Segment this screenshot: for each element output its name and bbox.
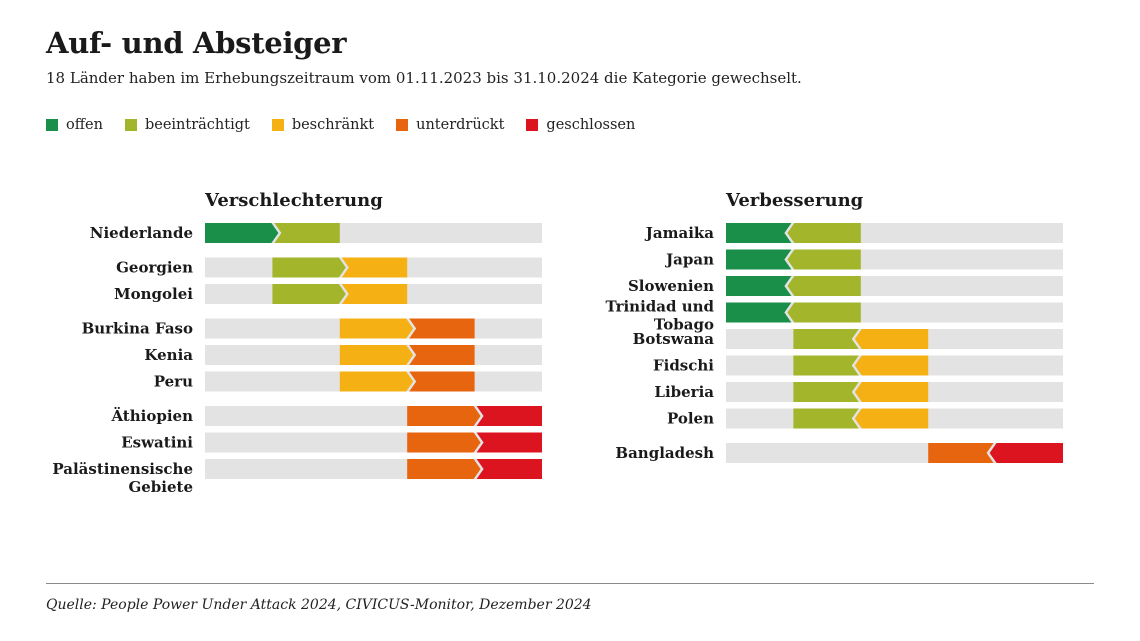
bar-segment-beeinträchtigt (787, 276, 861, 296)
legend: offen beeinträchtigt beschränkt unterdrü… (46, 117, 657, 133)
country-label-line: Palästinensische (52, 460, 193, 478)
page-title: Auf- und Absteiger (46, 26, 347, 60)
country-label-line: Botswana (633, 330, 715, 348)
country-label-line: Peru (154, 373, 193, 391)
bar-segment-beeinträchtigt (274, 223, 340, 243)
bar-segment-offen (205, 223, 279, 243)
country-label-line: Jamaika (644, 224, 714, 242)
country-label: Fidschi (653, 357, 714, 375)
panel-title: Verbesserung (725, 190, 864, 211)
bar-segment-beeinträchtigt (793, 329, 859, 349)
bar-segment-offen (726, 276, 792, 296)
bar-segment-unterdrückt (409, 345, 475, 365)
legend-label: unterdrückt (416, 117, 505, 133)
bar-segment-offen (726, 249, 792, 270)
bar-segment-beeinträchtigt (787, 223, 861, 243)
legend-swatch (396, 119, 409, 131)
country-label: Jamaika (644, 224, 714, 242)
legend-item-offen: offen (46, 117, 103, 133)
country-label-line: Gebiete (128, 478, 193, 496)
bar-segment-beschränkt (854, 355, 929, 376)
country-label-line: Eswatini (121, 434, 193, 452)
country-label-line: Japan (664, 251, 714, 269)
country-label: Peru (154, 373, 193, 391)
bar-segment-beeinträchtigt (787, 249, 861, 270)
country-label: Eswatini (121, 434, 193, 452)
country-label-line: Trinidad und (606, 298, 715, 316)
country-label: Burkina Faso (82, 320, 193, 338)
bar-segment-beschränkt (341, 257, 408, 278)
legend-item-unterdrueckt: unterdrückt (396, 117, 504, 133)
country-label-line: Burkina Faso (82, 320, 193, 338)
legend-swatch (124, 119, 137, 131)
bar-segment-beschränkt (341, 284, 408, 304)
legend-item-geschlossen: geschlossen (526, 117, 635, 133)
legend-label: offen (66, 117, 103, 133)
country-label-line: Bangladesh (615, 444, 714, 462)
country-label: Kenia (144, 346, 193, 364)
country-label: Polen (667, 410, 714, 428)
country-label: Palästinensische Gebiete (52, 460, 193, 496)
country-label-line: Äthiopien (110, 406, 193, 425)
country-label: Bangladesh (615, 444, 714, 462)
legend-label: beeinträchtigt (144, 117, 250, 133)
subtitle: 18 Länder haben im Erhebungszeitraum vom… (46, 69, 802, 87)
source-note: Quelle: People Power Under Attack 2024, … (46, 597, 592, 613)
country-label: Georgien (116, 259, 193, 277)
bar-segment-unterdrückt (928, 443, 994, 463)
bar-segment-beeinträchtigt (793, 355, 859, 376)
legend-swatch (271, 119, 284, 131)
country-label: Niederlande (90, 224, 193, 242)
country-label-line: Tobago (654, 316, 714, 334)
footer-divider (46, 583, 1094, 584)
bar-segment-beschränkt (339, 318, 414, 339)
legend-swatch (46, 119, 58, 131)
country-label-line: Mongolei (114, 285, 193, 303)
bar-segment-beschränkt (339, 345, 414, 365)
bar-segment-unterdrückt (409, 318, 475, 339)
country-label-line: Polen (667, 410, 714, 428)
country-label-line: Liberia (654, 383, 714, 401)
bar-segment-geschlossen (476, 459, 542, 479)
country-label-line: Slowenien (628, 277, 714, 295)
bar-segment-beschränkt (854, 329, 929, 349)
bar-segment-beschränkt (339, 371, 414, 392)
country-label-line: Kenia (144, 346, 193, 364)
legend-label: geschlossen (546, 117, 636, 133)
country-label-line: Niederlande (90, 224, 193, 242)
bar-segment-offen (726, 302, 792, 323)
bar-segment-geschlossen (989, 443, 1063, 463)
country-label: Liberia (654, 383, 714, 401)
bar-segment-beeinträchtigt (272, 257, 346, 278)
legend-swatch (526, 119, 539, 131)
country-label: Japan (664, 251, 714, 269)
country-label-line: Georgien (116, 259, 193, 277)
bar-segment-beeinträchtigt (793, 382, 859, 402)
bar-segment-beschränkt (854, 382, 929, 402)
country-label: Trinidad und Tobago (606, 298, 715, 334)
bar-segment-geschlossen (476, 406, 542, 426)
country-label: Slowenien (628, 277, 714, 295)
bar-segment-beschränkt (854, 408, 929, 429)
bar-segment-offen (726, 223, 792, 243)
bar-segment-unterdrückt (407, 432, 481, 453)
bar-segment-unterdrückt (407, 406, 481, 426)
bar-segment-beeinträchtigt (793, 408, 859, 429)
country-label: Botswana (633, 330, 715, 348)
country-label: Mongolei (114, 285, 193, 303)
legend-item-beschraenkt: beschränkt (271, 117, 375, 133)
country-label-line: Fidschi (653, 357, 714, 375)
country-label: Äthiopien (110, 406, 193, 425)
bar-segment-unterdrückt (409, 371, 475, 392)
bar-segment-geschlossen (476, 432, 542, 453)
bar-segment-beeinträchtigt (787, 302, 861, 323)
panel-title: Verschlechterung (204, 190, 383, 211)
bar-segment-unterdrückt (407, 459, 481, 479)
bar-segment-beeinträchtigt (272, 284, 346, 304)
legend-item-beeintraechtigt: beeinträchtigt (124, 117, 250, 133)
legend-label: beschränkt (291, 117, 375, 133)
